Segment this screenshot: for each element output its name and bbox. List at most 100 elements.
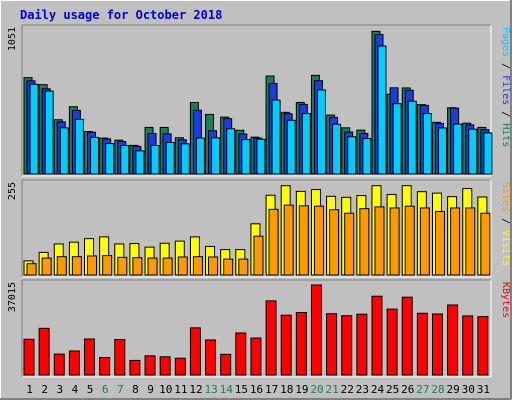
x-tick-label: 6 xyxy=(102,383,109,396)
bar-pages-21 xyxy=(332,123,342,175)
bar-kbytes-8 xyxy=(129,359,141,376)
x-tick-label: 14 xyxy=(220,383,234,396)
x-tick-label: 11 xyxy=(174,383,187,396)
bar-kbytes-31 xyxy=(477,316,489,376)
bar-kbytes-2 xyxy=(38,327,50,376)
legend-item-kbytes: KBytes xyxy=(500,282,511,318)
bar-kbytes-16 xyxy=(250,337,262,376)
bar-kbytes-11 xyxy=(174,357,186,376)
legend-item-sites: Sites xyxy=(500,182,511,212)
bar-kbytes-28 xyxy=(431,313,443,376)
bar-sites-9 xyxy=(147,257,158,276)
bar-kbytes-24 xyxy=(371,295,383,376)
series-sites xyxy=(26,204,491,276)
bar-sites-2 xyxy=(41,257,52,276)
bar-pages-9 xyxy=(150,145,160,175)
bar-sites-21 xyxy=(329,209,340,276)
bar-pages-2 xyxy=(44,90,54,175)
x-tick-label: 10 xyxy=(159,383,172,396)
panel-visits-sites: 255 Sites / Visits xyxy=(7,179,511,278)
bar-kbytes-14 xyxy=(220,353,232,376)
bar-pages-11 xyxy=(180,143,190,175)
legend-kbytes: KBytes xyxy=(500,282,511,318)
bar-sites-6 xyxy=(102,255,113,276)
bar-pages-31 xyxy=(483,132,493,175)
bar-kbytes-17 xyxy=(265,300,277,376)
x-tick-label: 8 xyxy=(132,383,139,396)
bar-pages-30 xyxy=(468,128,478,175)
x-tick-label: 16 xyxy=(250,383,263,396)
x-tick-label: 22 xyxy=(341,383,354,396)
legend-visits-sites: Sites / Visits xyxy=(500,182,511,266)
x-tick-label: 25 xyxy=(386,383,399,396)
bar-sites-18 xyxy=(283,204,294,276)
bar-pages-15 xyxy=(241,139,251,175)
chart-panels: 1051 Pages / Files / Hits 255 Sites / Visit… xyxy=(7,24,511,378)
bar-kbytes-22 xyxy=(341,315,353,376)
x-tick-label: 13 xyxy=(204,383,217,396)
bar-kbytes-10 xyxy=(159,356,171,376)
legend-separator: / xyxy=(500,57,511,75)
panel-hits-files-pages: 1051 Pages / Files / Hits xyxy=(7,24,511,177)
legend-item-hits: Hits xyxy=(500,123,511,147)
x-tick-label: 30 xyxy=(462,383,475,396)
bar-kbytes-12 xyxy=(189,327,201,376)
bar-kbytes-18 xyxy=(280,314,292,376)
x-tick-label: 17 xyxy=(265,383,278,396)
bar-pages-3 xyxy=(59,127,69,175)
bar-kbytes-29 xyxy=(447,304,459,376)
bar-kbytes-7 xyxy=(114,339,126,376)
legend-separator: / xyxy=(500,212,511,230)
bar-pages-12 xyxy=(195,137,205,175)
bar-sites-15 xyxy=(238,258,249,276)
series-kbytes xyxy=(23,284,489,376)
panel-kbytes: 37015 KBytes xyxy=(7,279,511,378)
bar-kbytes-23 xyxy=(356,313,368,376)
x-tick-label: 31 xyxy=(477,383,490,396)
bar-sites-24 xyxy=(374,206,385,276)
legend-item-visits: Visits xyxy=(500,230,511,266)
x-tick-label: 24 xyxy=(371,383,385,396)
bar-pages-14 xyxy=(226,128,236,175)
legend-separator: / xyxy=(500,105,511,123)
x-tick-label: 28 xyxy=(431,383,444,396)
x-tick-label: 4 xyxy=(72,383,79,396)
x-tick-label: 26 xyxy=(401,383,414,396)
bar-pages-13 xyxy=(211,137,221,175)
bar-sites-29 xyxy=(450,207,461,276)
bar-sites-1 xyxy=(26,263,37,276)
bar-pages-26 xyxy=(407,100,417,175)
bar-sites-26 xyxy=(404,205,415,276)
bar-sites-5 xyxy=(87,255,98,276)
bar-sites-28 xyxy=(434,210,445,276)
bar-sites-10 xyxy=(162,257,173,276)
bar-pages-1 xyxy=(29,83,39,175)
x-tick-label: 29 xyxy=(447,383,460,396)
bar-kbytes-21 xyxy=(326,313,338,376)
bar-kbytes-27 xyxy=(416,312,428,376)
bar-sites-3 xyxy=(56,256,67,276)
bar-pages-20 xyxy=(316,89,326,175)
bar-sites-16 xyxy=(253,235,264,276)
x-tick-label: 3 xyxy=(57,383,64,396)
x-tick-label: 23 xyxy=(356,383,369,396)
x-tick-label: 7 xyxy=(117,383,124,396)
bar-pages-23 xyxy=(362,138,372,175)
bar-pages-28 xyxy=(437,127,447,175)
bar-sites-25 xyxy=(389,207,400,276)
bar-kbytes-26 xyxy=(401,296,413,376)
bar-pages-24 xyxy=(377,45,387,175)
bar-pages-27 xyxy=(422,113,432,175)
bar-kbytes-19 xyxy=(295,312,307,376)
y-max-label: 37015 xyxy=(7,282,18,312)
bar-pages-19 xyxy=(301,113,311,175)
x-tick-label: 2 xyxy=(41,383,48,396)
bar-pages-5 xyxy=(90,136,100,175)
bar-kbytes-20 xyxy=(310,284,322,376)
bar-sites-20 xyxy=(313,205,324,276)
chart-title: Daily usage for October 2018 xyxy=(20,8,222,22)
bar-sites-19 xyxy=(298,205,309,276)
bar-kbytes-5 xyxy=(84,338,96,376)
bar-pages-17 xyxy=(271,99,281,175)
